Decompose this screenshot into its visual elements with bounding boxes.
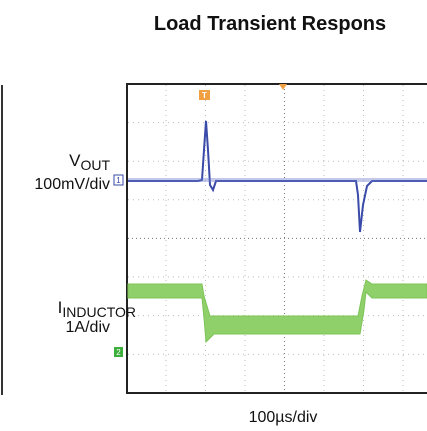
subscript: INDUCTOR	[62, 304, 136, 320]
channel-scale: 1A/div	[66, 319, 110, 336]
symbol: V	[69, 151, 81, 170]
subscript: OUT	[80, 157, 110, 173]
scope-screen: T	[127, 84, 427, 393]
timebase: 100µs/div	[249, 409, 318, 426]
ch1-label: 1	[116, 176, 121, 185]
trigger-label: T	[202, 91, 207, 100]
channel-name: VOUT	[69, 151, 110, 173]
channel-scale: 100mV/div	[34, 176, 110, 193]
channel-name: IINDUCTOR	[58, 298, 136, 320]
title: Load Transient Respons	[154, 13, 386, 35]
figure: Load Transient Respons T 1 2 VOUT 100mV/…	[0, 0, 427, 431]
ch2-label: 2	[116, 348, 121, 357]
